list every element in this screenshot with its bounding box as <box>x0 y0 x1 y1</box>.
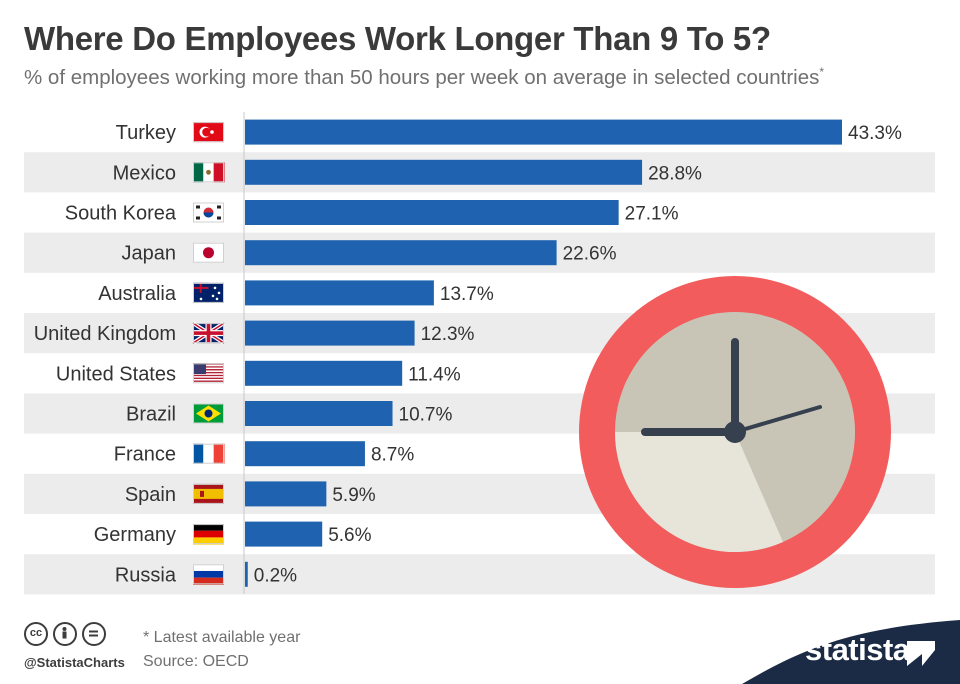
bar[interactable] <box>245 360 403 386</box>
category-label: Russia <box>115 564 177 586</box>
bar[interactable] <box>245 200 619 225</box>
bar[interactable] <box>245 119 842 145</box>
category-label: Brazil <box>126 404 176 426</box>
category-label: United Kingdom <box>34 323 176 345</box>
subtitle-text: % of employees working more than 50 hour… <box>24 65 820 89</box>
bar[interactable] <box>245 280 434 306</box>
value-label: 5.6% <box>328 525 371 546</box>
footer-notes: * Latest available year Source: OECD <box>143 626 300 674</box>
category-label: Spain <box>125 484 176 506</box>
flag-icon <box>191 321 226 345</box>
chart-title: Where Do Employees Work Longer Than 9 To… <box>24 20 771 57</box>
bar[interactable] <box>245 561 248 587</box>
category-label: Australia <box>98 283 177 305</box>
category-label: South Korea <box>65 203 177 225</box>
clock-face-highlight <box>615 432 783 553</box>
category-label: United States <box>56 363 176 385</box>
flag-icon <box>193 483 224 504</box>
value-label: 43.3% <box>848 123 902 144</box>
flag-icon <box>193 443 225 464</box>
brand-wave <box>742 620 960 684</box>
bar[interactable] <box>245 240 557 266</box>
value-label: 11.4% <box>408 364 461 385</box>
source: Source: OECD <box>143 653 249 670</box>
category-label: Germany <box>94 524 176 546</box>
flag-icon <box>193 202 224 223</box>
bar[interactable] <box>245 481 327 507</box>
flag-icon <box>193 524 224 545</box>
value-label: 8.7% <box>371 445 414 466</box>
value-label: 22.6% <box>563 244 617 265</box>
footnote: * Latest available year <box>143 629 301 646</box>
category-label: Japan <box>122 243 177 265</box>
flag-icon <box>193 162 225 183</box>
value-labels: 43.3% 28.8% 27.1% 22.6% 13.7% 12.3% 11.4% 10.7%… <box>254 123 902 586</box>
chart-subtitle: % of employees working more than 50 hour… <box>24 65 824 90</box>
bar[interactable] <box>245 441 365 467</box>
category-label: France <box>114 444 176 466</box>
statista-handle[interactable]: @StatistaCharts <box>24 655 125 670</box>
bar[interactable] <box>245 521 323 547</box>
statista-logo[interactable]: statista <box>805 632 910 667</box>
bar[interactable] <box>245 401 393 426</box>
flag-icon <box>193 363 224 384</box>
category-labels: Turkey Mexico South Korea Japan Australia Uni… <box>34 122 177 586</box>
clock-illustration <box>579 276 891 588</box>
flag-icon <box>193 564 224 585</box>
clock-center <box>724 421 746 443</box>
value-label: 0.2% <box>254 565 297 586</box>
attribution-icon[interactable] <box>53 622 77 646</box>
flag-icon <box>193 242 224 263</box>
bar[interactable] <box>245 159 643 185</box>
value-label: 10.7% <box>399 405 453 426</box>
value-label: 12.3% <box>421 324 475 345</box>
value-label: 27.1% <box>625 204 679 225</box>
cc-icon[interactable]: cc <box>24 622 48 646</box>
subtitle-footnote-mark: * <box>819 65 825 79</box>
flag-icon <box>193 122 224 143</box>
value-label: 5.9% <box>332 485 375 506</box>
clock-second-hand <box>733 405 822 434</box>
flags <box>191 122 226 585</box>
category-label: Turkey <box>116 122 176 144</box>
license-icons: cc <box>24 622 106 646</box>
value-label: 13.7% <box>440 284 494 305</box>
statista-logo-icon[interactable] <box>907 641 935 669</box>
no-derivatives-icon[interactable] <box>82 622 106 646</box>
category-label: Mexico <box>113 162 176 184</box>
flag-icon <box>193 403 224 424</box>
bars <box>245 119 842 587</box>
value-label: 28.8% <box>648 163 702 184</box>
flag-icon <box>193 282 224 303</box>
bar[interactable] <box>245 320 415 346</box>
